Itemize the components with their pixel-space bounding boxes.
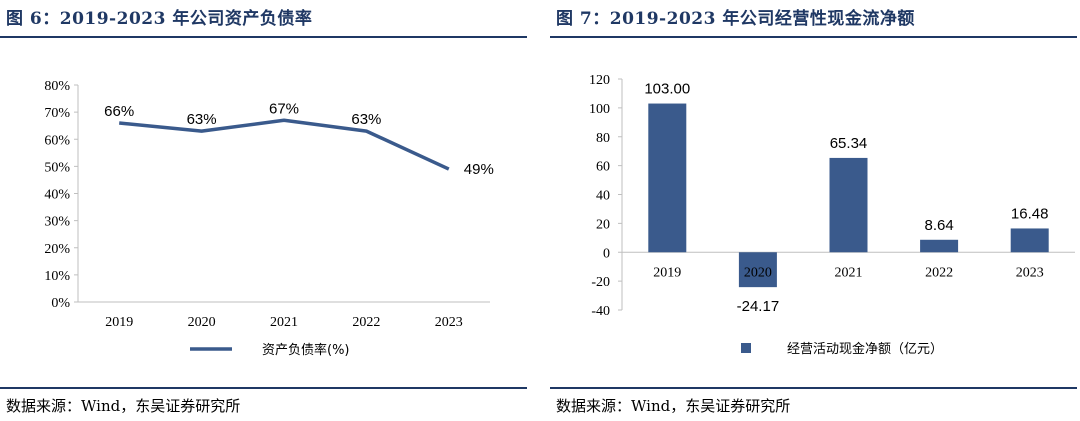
left-title-rule [0,36,527,38]
cashflow-bar [1010,228,1049,253]
y-tick-label: 30% [44,215,70,230]
debt-ratio-series-line [119,118,450,171]
y-tick-label: 20% [44,242,70,257]
x-tick-label: 2022 [925,265,953,280]
data-label: 65.34 [830,135,868,152]
data-label: 16.48 [1011,205,1049,222]
right-figure-title: 图 7：2019-2023 年公司经营性现金流净额 [556,9,915,29]
x-tick-label: 2021 [835,265,863,280]
data-label: -24.17 [737,298,780,315]
y-tick-label: 0% [51,296,70,311]
y-tick-label: 100 [589,102,610,117]
data-label: 103.00 [644,81,690,98]
y-tick-label: 70% [44,106,70,121]
left-figure-panel: 图 6：2019-2023 年公司资产负债率 0% 10% 20% 30% 40% 50%… [0,0,530,421]
cashflow-bar [738,252,777,288]
y-tick-label: 80% [44,79,70,94]
data-label: 67% [269,100,299,117]
data-label: 49% [464,161,494,178]
right-source-note: 数据来源：Wind，东吴证券研究所 [556,397,791,415]
cashflow-bar [648,103,687,253]
data-label: 63% [187,111,217,128]
left-figure-title: 图 6：2019-2023 年公司资产负债率 [6,9,313,29]
y-tick-label: 40 [596,189,610,204]
y-tick-label: 80 [596,131,610,146]
legend-label: 经营活动现金净额（亿元） [787,341,943,357]
x-tick-label: 2019 [105,315,133,330]
y-tick-label: -40 [591,304,610,319]
x-tick-label: 2019 [653,265,681,280]
x-tick-label: 2020 [744,265,772,280]
y-tick-label: -20 [591,275,610,290]
y-tick-label: 0 [603,246,610,261]
y-tick-label: 20 [596,217,610,232]
left-source-rule [0,387,527,389]
y-tick-label: 40% [44,188,70,203]
x-tick-label: 2023 [1016,265,1044,280]
left-source-note: 数据来源：Wind，东吴证券研究所 [6,397,241,415]
x-tick-label: 2021 [270,315,298,330]
y-tick-label: 50% [44,160,70,175]
right-source-rule [550,387,1077,389]
right-title-rule [550,36,1077,38]
operating-cashflow-bar-chart: -40 -20 0 20 40 60 80 100 120 2019 2020 2021 2022 202… [589,73,1075,357]
data-label: 8.64 [924,217,953,234]
cashflow-bar [920,239,959,253]
x-tick-label: 2020 [188,315,216,330]
legend-bar-swatch [741,343,751,353]
y-tick-label: 60% [44,133,70,148]
data-label: 66% [104,103,134,120]
x-tick-label: 2023 [435,315,463,330]
cashflow-bar [829,157,868,253]
y-tick-label: 10% [44,269,70,284]
right-figure-panel: 图 7：2019-2023 年公司经营性现金流净额 -40 -20 0 20 40 60 8… [550,0,1080,421]
y-tick-label: 120 [589,73,610,88]
debt-ratio-line-chart: 0% 10% 20% 30% 40% 50% 60% 70% 80% 2019 2020 2021 20… [44,79,494,358]
legend-label: 资产负债率(%) [262,342,350,358]
x-tick-label: 2022 [352,315,380,330]
data-label: 63% [351,111,381,128]
y-tick-label: 60 [596,160,610,175]
